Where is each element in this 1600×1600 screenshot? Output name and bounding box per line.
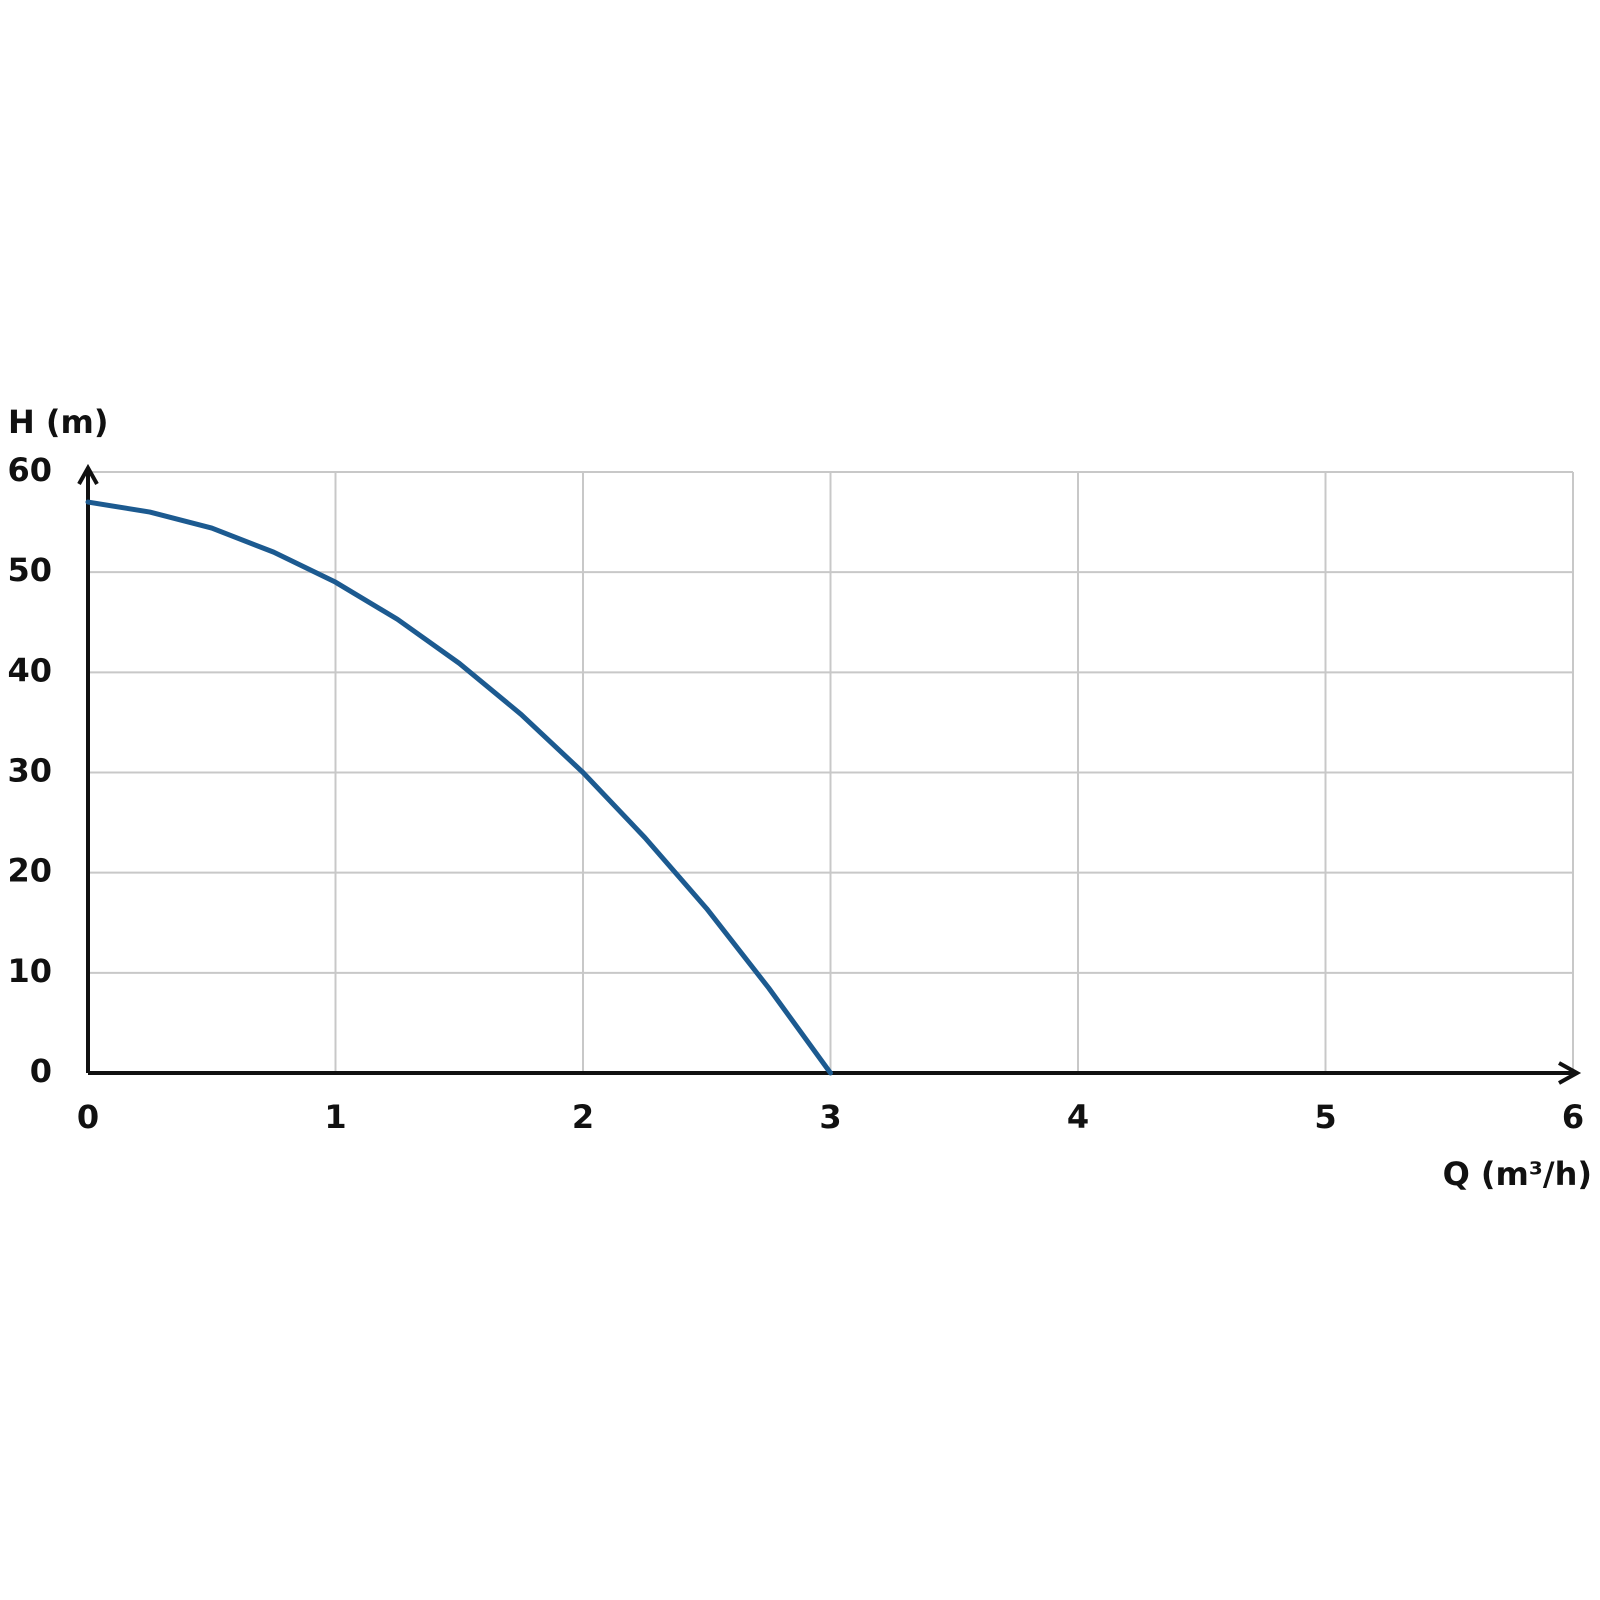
- y-tick-label: 30: [7, 752, 52, 790]
- line-series: [85, 499, 833, 1076]
- y-tick-label: 20: [7, 852, 52, 890]
- y-tick-label: 0: [30, 1052, 52, 1090]
- y-tick-label: 60: [7, 451, 52, 489]
- x-tick-label: 4: [1067, 1098, 1089, 1136]
- x-tick-label: 2: [572, 1098, 594, 1136]
- x-tick-label: 0: [77, 1098, 99, 1136]
- x-axis-label: Q (m³/h): [1443, 1155, 1592, 1193]
- x-tick-label: 1: [324, 1098, 346, 1136]
- x-tick-label: 3: [819, 1098, 841, 1136]
- x-tick-label: 5: [1314, 1098, 1336, 1136]
- y-tick-label: 10: [7, 952, 52, 990]
- y-tick-label: 50: [7, 551, 52, 589]
- y-tick-label: 40: [7, 651, 52, 689]
- y-axis: [77, 463, 99, 1073]
- y-axis-label: H (m): [8, 403, 109, 441]
- x-tick-label: 6: [1562, 1098, 1584, 1136]
